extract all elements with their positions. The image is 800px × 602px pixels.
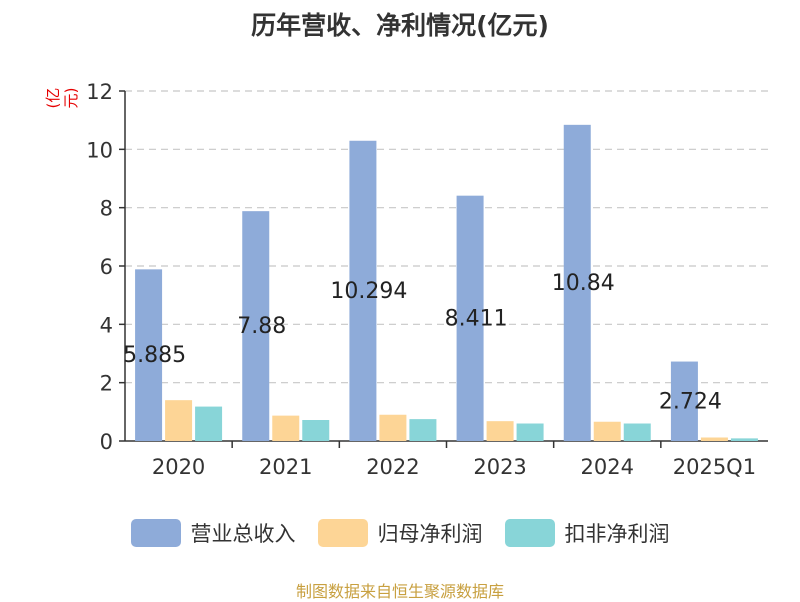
- legend-item[interactable]: 归母净利润: [317, 518, 483, 548]
- y-tick-label: 2: [100, 372, 113, 396]
- y-tick-label: 6: [100, 255, 113, 279]
- legend-swatch: [504, 519, 555, 547]
- y-tick-label: 8: [100, 197, 113, 221]
- bar: [135, 269, 163, 441]
- y-tick-label: 0: [100, 430, 113, 454]
- data-label: 10.294: [330, 279, 407, 304]
- data-source-note: 制图数据来自恒生聚源数据库: [295, 582, 504, 601]
- bar: [593, 421, 621, 441]
- y-tick-label: 10: [86, 138, 113, 162]
- legend-item[interactable]: 扣非净利润: [504, 518, 670, 548]
- legend-item[interactable]: 营业总收入: [130, 518, 296, 548]
- data-label: 10.84: [552, 271, 615, 296]
- bar: [302, 420, 330, 441]
- bar: [516, 423, 544, 441]
- bar: [409, 419, 437, 441]
- chart-title: 历年营收、净利情况(亿元): [251, 11, 549, 40]
- legend-swatch: [130, 519, 181, 547]
- bar: [272, 415, 300, 441]
- data-label: 5.885: [123, 343, 186, 368]
- y-tick-label: 12: [86, 80, 113, 104]
- legend-label: 扣非净利润: [564, 522, 670, 546]
- y-tick-label: 4: [100, 313, 113, 337]
- data-label: 7.88: [237, 314, 286, 339]
- bar: [563, 124, 591, 441]
- x-tick-label: 2023: [473, 455, 526, 479]
- bar: [379, 414, 407, 441]
- x-tick-label: 2020: [152, 455, 205, 479]
- bar: [165, 400, 193, 441]
- data-label: 2.724: [659, 389, 722, 414]
- bar: [670, 361, 698, 441]
- x-tick-label: 2021: [259, 455, 312, 479]
- legend-swatch: [317, 519, 368, 547]
- x-tick-label: 2024: [581, 455, 634, 479]
- data-label: 8.411: [445, 306, 508, 331]
- bar: [623, 423, 651, 441]
- legend-label: 归母净利润: [377, 522, 483, 546]
- bar: [456, 195, 484, 441]
- bar: [242, 211, 270, 441]
- bar: [700, 437, 728, 441]
- x-tick-label: 2022: [366, 455, 419, 479]
- bar-chart: 0 2 4 6 8 10 12 2020 5.885 2021 7.88 2022 10.294 2023…: [86, 80, 768, 479]
- bar: [195, 406, 223, 441]
- legend: 营业总收入 归母净利润 扣非净利润: [0, 518, 800, 548]
- bar: [349, 140, 377, 441]
- bar: [486, 421, 514, 441]
- legend-label: 营业总收入: [190, 522, 296, 546]
- x-tick-label: 2025Q1: [673, 455, 756, 479]
- bar: [730, 438, 758, 441]
